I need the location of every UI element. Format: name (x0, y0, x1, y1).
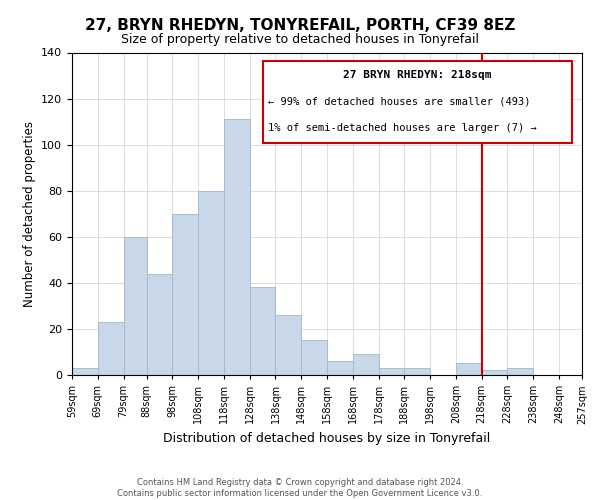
Bar (482, 370, 508, 375)
Y-axis label: Number of detached properties: Number of detached properties (23, 120, 35, 306)
Bar (327, 361, 353, 375)
Text: Contains HM Land Registry data © Crown copyright and database right 2024.
Contai: Contains HM Land Registry data © Crown c… (118, 478, 482, 498)
Bar (146, 274, 172, 375)
X-axis label: Distribution of detached houses by size in Tonyrefail: Distribution of detached houses by size … (163, 432, 491, 445)
Bar (275, 315, 301, 375)
Bar (72, 368, 98, 375)
Text: 27 BRYN RHEDYN: 218sqm: 27 BRYN RHEDYN: 218sqm (343, 70, 492, 81)
Bar (224, 120, 250, 375)
Text: ← 99% of detached houses are smaller (493): ← 99% of detached houses are smaller (49… (268, 96, 531, 106)
Bar (301, 340, 327, 375)
Text: 27, BRYN RHEDYN, TONYREFAIL, PORTH, CF39 8EZ: 27, BRYN RHEDYN, TONYREFAIL, PORTH, CF39… (85, 18, 515, 32)
Bar (124, 237, 146, 375)
Text: Size of property relative to detached houses in Tonyrefail: Size of property relative to detached ho… (121, 32, 479, 46)
Text: 1% of semi-detached houses are larger (7) →: 1% of semi-detached houses are larger (7… (268, 123, 537, 133)
Bar (404, 368, 430, 375)
Bar (198, 190, 224, 375)
Bar (172, 214, 198, 375)
Bar (353, 354, 379, 375)
Bar (508, 368, 533, 375)
Bar (250, 288, 275, 375)
Bar (456, 364, 482, 375)
Bar (379, 368, 404, 375)
FancyBboxPatch shape (263, 60, 572, 143)
Bar (98, 322, 124, 375)
